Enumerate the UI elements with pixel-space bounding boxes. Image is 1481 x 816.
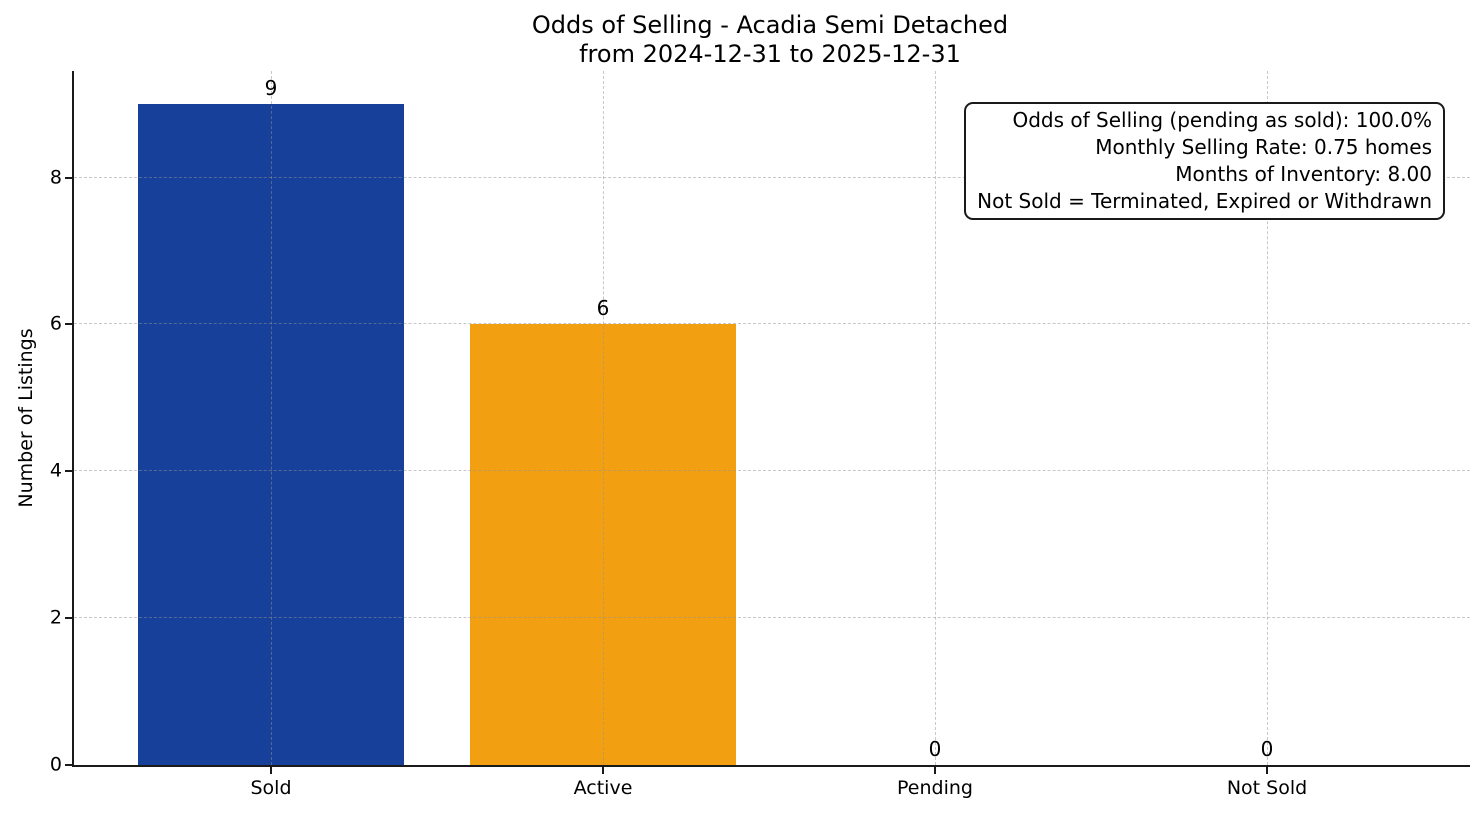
y-tick-0: [65, 764, 72, 766]
y-tick-label-0: 0: [49, 753, 62, 776]
annotation-inventory-line: Months of Inventory: 8.00: [1175, 162, 1432, 186]
x-tick-label-not-sold: Not Sold: [1226, 777, 1308, 799]
y-tick-label-8: 8: [49, 166, 62, 188]
x-tick-label-pending: Pending: [897, 777, 973, 799]
value-label-sold: 9: [264, 76, 278, 101]
gridline-horizontal-6: [74, 323, 1470, 325]
y-tick-2: [65, 617, 72, 620]
x-tick-not-sold: [1266, 767, 1268, 774]
value-label-not-sold: 0: [1260, 737, 1274, 761]
gridline-vertical-not-sold: [1267, 71, 1268, 765]
chart-title-line2: from 2024-12-31 to 2025-12-31: [579, 40, 961, 68]
x-tick-pending: [934, 767, 936, 774]
value-label-active: 6: [596, 296, 610, 321]
stats-annotation-box: Odds of Selling (pending as sold): 100.0…: [964, 102, 1445, 220]
chart-title: Odds of Selling - Acadia Semi Detached f…: [72, 11, 1468, 69]
gridline-horizontal-8: [74, 176, 1470, 178]
gridline-horizontal-4: [74, 470, 1470, 472]
x-tick-label-sold: Sold: [250, 777, 292, 799]
x-tick-active: [602, 767, 604, 774]
gridline-vertical-sold: [271, 71, 272, 765]
annotation-odds-line: Odds of Selling (pending as sold): 100.0…: [1012, 108, 1432, 132]
y-tick-label-6: 6: [49, 312, 62, 335]
annotation-rate-line: Monthly Selling Rate: 0.75 homes: [1095, 135, 1432, 159]
y-tick-4: [65, 470, 72, 473]
plot-area: 9 6 0 0 Sold Active Pending Not Sold 0 2 4 6 8: [50, 71, 1470, 799]
x-tick-label-active: Active: [573, 777, 633, 799]
gridline-vertical-active: [603, 71, 604, 765]
annotation-notsold-line: Not Sold = Terminated, Expired or Withdr…: [977, 189, 1432, 213]
gridline-vertical-pending: [935, 71, 936, 765]
y-tick-label-4: 4: [49, 459, 62, 482]
gridline-horizontal-2: [74, 617, 1470, 619]
y-tick-8: [65, 176, 72, 179]
x-tick-sold: [270, 767, 272, 774]
chart-title-line1: Odds of Selling - Acadia Semi Detached: [531, 11, 1009, 39]
y-tick-label-2: 2: [49, 606, 62, 629]
y-tick-6: [65, 323, 72, 326]
value-label-pending: 0: [928, 737, 942, 761]
y-axis-title: Number of Listings: [15, 328, 37, 508]
